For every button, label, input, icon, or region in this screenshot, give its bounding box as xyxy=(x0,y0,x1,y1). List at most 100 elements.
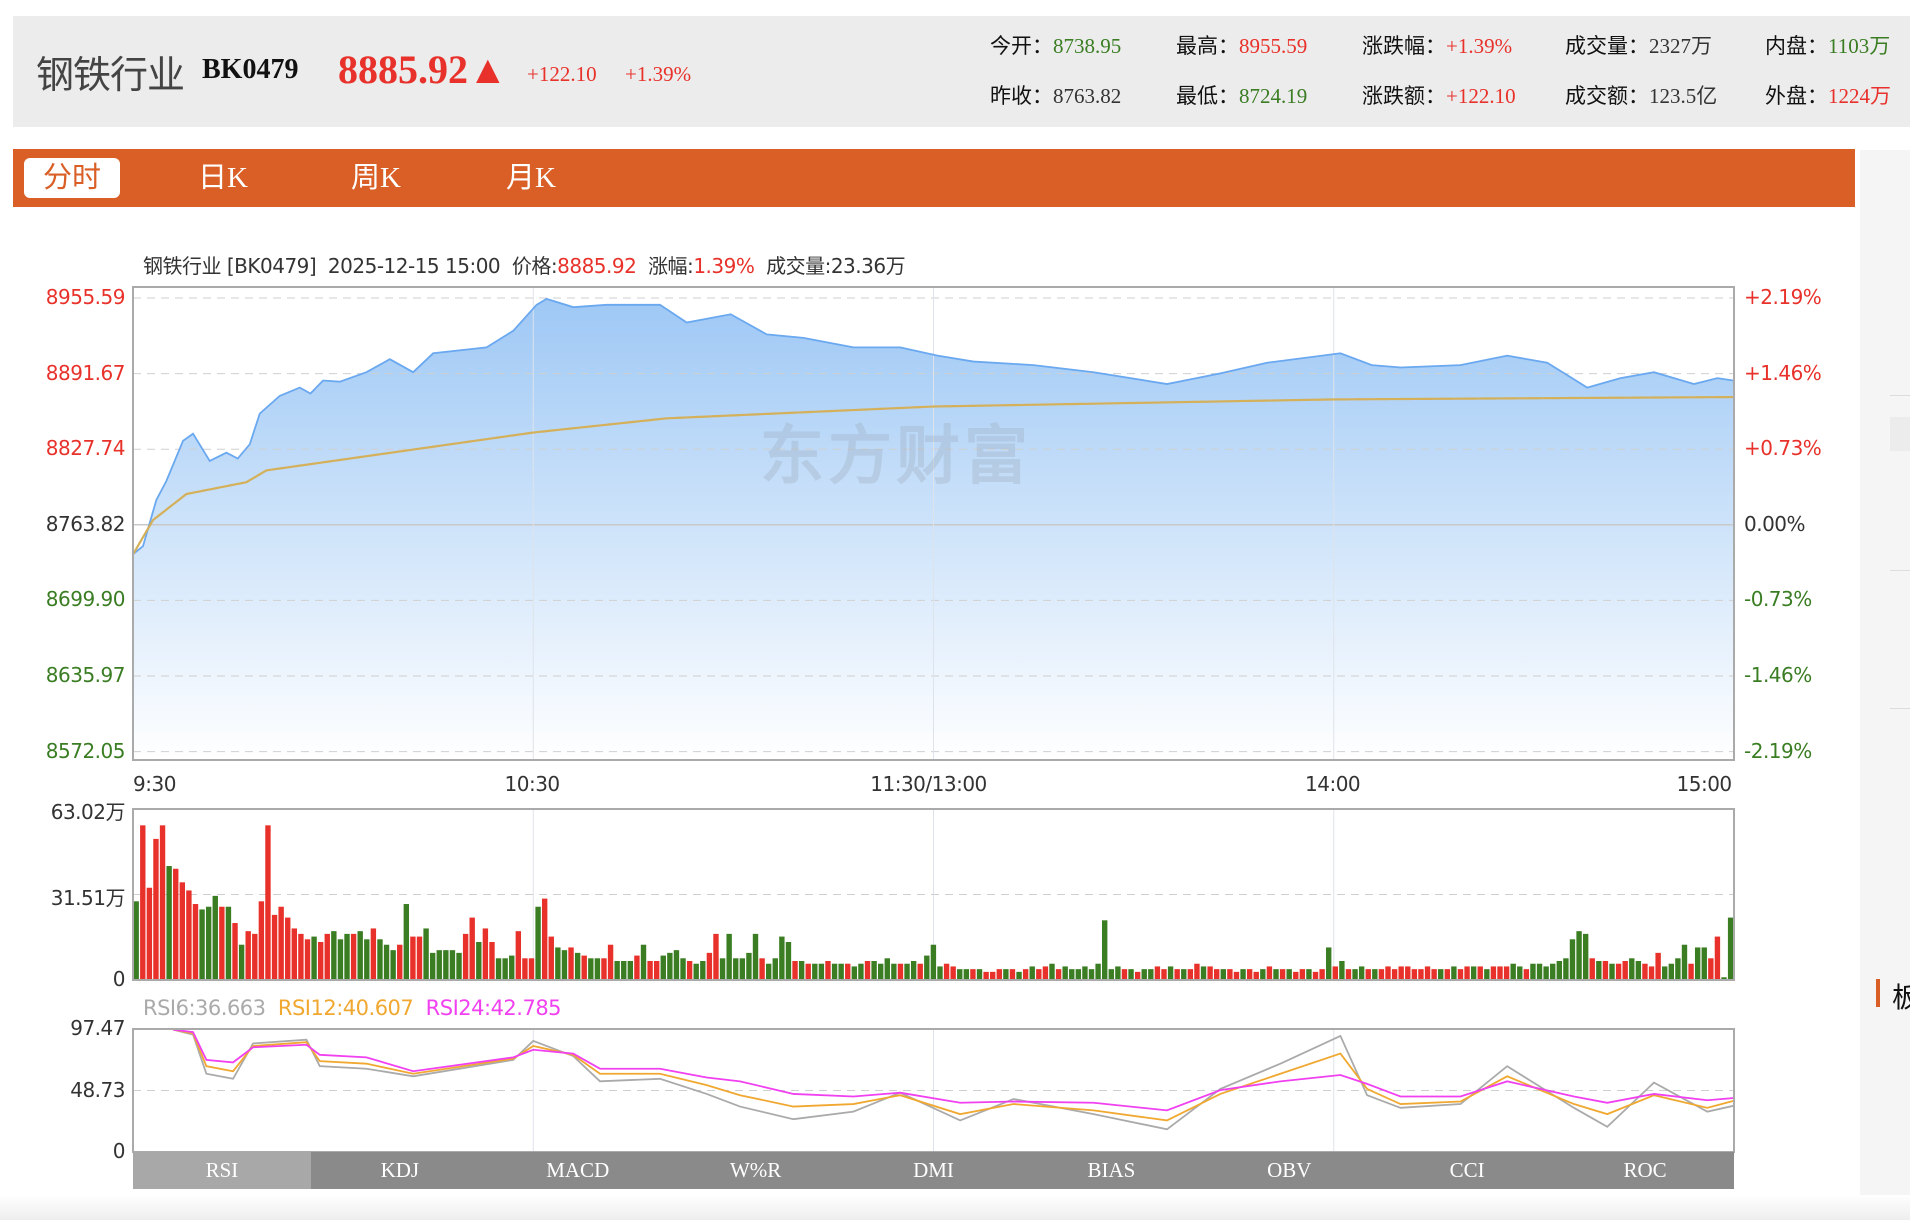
volume-bar xyxy=(278,906,284,980)
volume-bar xyxy=(864,961,871,980)
volume-bar xyxy=(1550,963,1556,980)
side-box xyxy=(1890,417,1910,451)
volume-bar xyxy=(647,961,653,980)
volume-bar xyxy=(746,952,752,980)
volume-bar xyxy=(436,950,442,980)
volume-bar xyxy=(1405,966,1411,980)
section-title: 板 xyxy=(1892,983,1910,1014)
stat-value: 2327万 xyxy=(1649,34,1712,58)
volume-bar xyxy=(1102,920,1108,980)
tab-roc[interactable]: ROC xyxy=(1623,1158,1667,1182)
volume-bar xyxy=(904,963,910,980)
volume-bar xyxy=(1523,969,1530,980)
volume-bar xyxy=(535,906,541,980)
stat-item: 昨收：8763.82 xyxy=(990,80,1121,110)
volume-bar xyxy=(581,955,587,980)
volume-bar xyxy=(884,958,890,980)
rsi-line-rsi24 xyxy=(172,1028,1735,1112)
volume-bar xyxy=(1326,947,1332,980)
volume-bar xyxy=(871,961,877,980)
tab-dmi[interactable]: DMI xyxy=(913,1158,954,1182)
volume-bar xyxy=(1141,969,1147,980)
volume-bar xyxy=(845,963,851,980)
volume-bar xyxy=(1536,963,1543,980)
volume-bar xyxy=(574,952,581,980)
price-tick-label: 8572.05 xyxy=(45,738,126,763)
volume-bar xyxy=(258,901,265,980)
tab-cci[interactable]: CCI xyxy=(1449,1158,1485,1182)
divider xyxy=(1890,570,1910,571)
tab-daily-k[interactable]: 日K xyxy=(198,162,248,194)
volume-bar xyxy=(1108,969,1114,980)
tab-wr[interactable]: W%R xyxy=(729,1158,782,1182)
volume-bar xyxy=(1319,969,1325,980)
volume-bar xyxy=(1154,966,1161,980)
volume-bar xyxy=(1260,969,1266,980)
volume-bar xyxy=(957,969,963,980)
tab-macd[interactable]: MACD xyxy=(546,1158,610,1182)
pct-tick-label: +2.19% xyxy=(1744,285,1822,309)
volume-bar xyxy=(1253,971,1259,980)
volume-bar xyxy=(1477,966,1483,980)
divider xyxy=(1890,395,1910,396)
sector-title: 钢铁行业 xyxy=(36,53,185,97)
tab-obv[interactable]: OBV xyxy=(1267,1158,1312,1182)
tab-weekly-k[interactable]: 周K xyxy=(351,162,401,194)
price-tick-label: 8955.59 xyxy=(45,285,126,309)
volume-bar xyxy=(1036,969,1042,980)
volume-bar xyxy=(1220,969,1226,980)
period-tab-bar: 分时 日K 周K 月K xyxy=(13,149,1855,207)
tab-monthly-k[interactable]: 月K xyxy=(506,162,556,194)
volume-tick-label: 0 xyxy=(112,967,126,991)
volume-bar xyxy=(179,882,186,980)
volume-bar xyxy=(930,944,937,980)
volume-bar xyxy=(364,939,370,980)
volume-bar xyxy=(357,931,363,980)
volume-bar xyxy=(693,963,699,980)
volume-bar xyxy=(713,933,719,980)
volume-bar xyxy=(199,909,205,980)
pct-tick-label: 0.00% xyxy=(1744,511,1806,536)
volume-bar xyxy=(1622,961,1628,980)
volume-bar xyxy=(245,931,251,980)
time-tick-label: 14:00 xyxy=(1305,772,1361,796)
volume-bar xyxy=(1438,969,1444,980)
volume-bar xyxy=(317,942,324,980)
volume-bar xyxy=(291,928,298,980)
volume-bar xyxy=(1022,969,1029,980)
volume-bar xyxy=(1167,966,1174,980)
tab-bias[interactable]: BIAS xyxy=(1087,1158,1136,1182)
time-tick-label: 10:30 xyxy=(504,772,561,796)
volume-bar xyxy=(1055,969,1062,980)
info-pct-label: 涨幅: xyxy=(648,254,694,278)
volume-bar xyxy=(146,887,153,980)
volume-bar xyxy=(976,969,983,980)
volume-bar xyxy=(607,944,614,980)
volume-bar xyxy=(153,838,159,980)
volume-bar xyxy=(983,971,989,980)
volume-bar xyxy=(285,917,291,980)
volume-bar xyxy=(1655,952,1661,980)
volume-bar xyxy=(265,825,271,980)
volume-bar xyxy=(1681,944,1688,980)
volume-bar xyxy=(403,904,410,980)
tab-kdj[interactable]: KDJ xyxy=(380,1158,420,1182)
volume-bar xyxy=(627,961,634,980)
info-price: 8885.92 xyxy=(557,254,637,278)
volume-bar xyxy=(726,933,732,980)
volume-bar xyxy=(1398,966,1404,980)
stat-item: 涨跌幅：+1.39% xyxy=(1362,30,1512,60)
volume-bar xyxy=(1424,966,1431,980)
volume-bar xyxy=(1576,931,1582,980)
tab-rsi[interactable]: RSI xyxy=(133,1152,311,1189)
tab-intraday[interactable]: 分时 xyxy=(24,158,120,198)
volume-bar xyxy=(377,939,383,980)
volume-bar xyxy=(614,961,620,980)
volume-bar xyxy=(1517,966,1523,980)
volume-bar xyxy=(410,936,416,980)
volume-bar xyxy=(186,890,192,980)
volume-bar xyxy=(805,963,811,980)
volume-bar xyxy=(1042,966,1049,980)
volume-bar xyxy=(621,961,627,980)
